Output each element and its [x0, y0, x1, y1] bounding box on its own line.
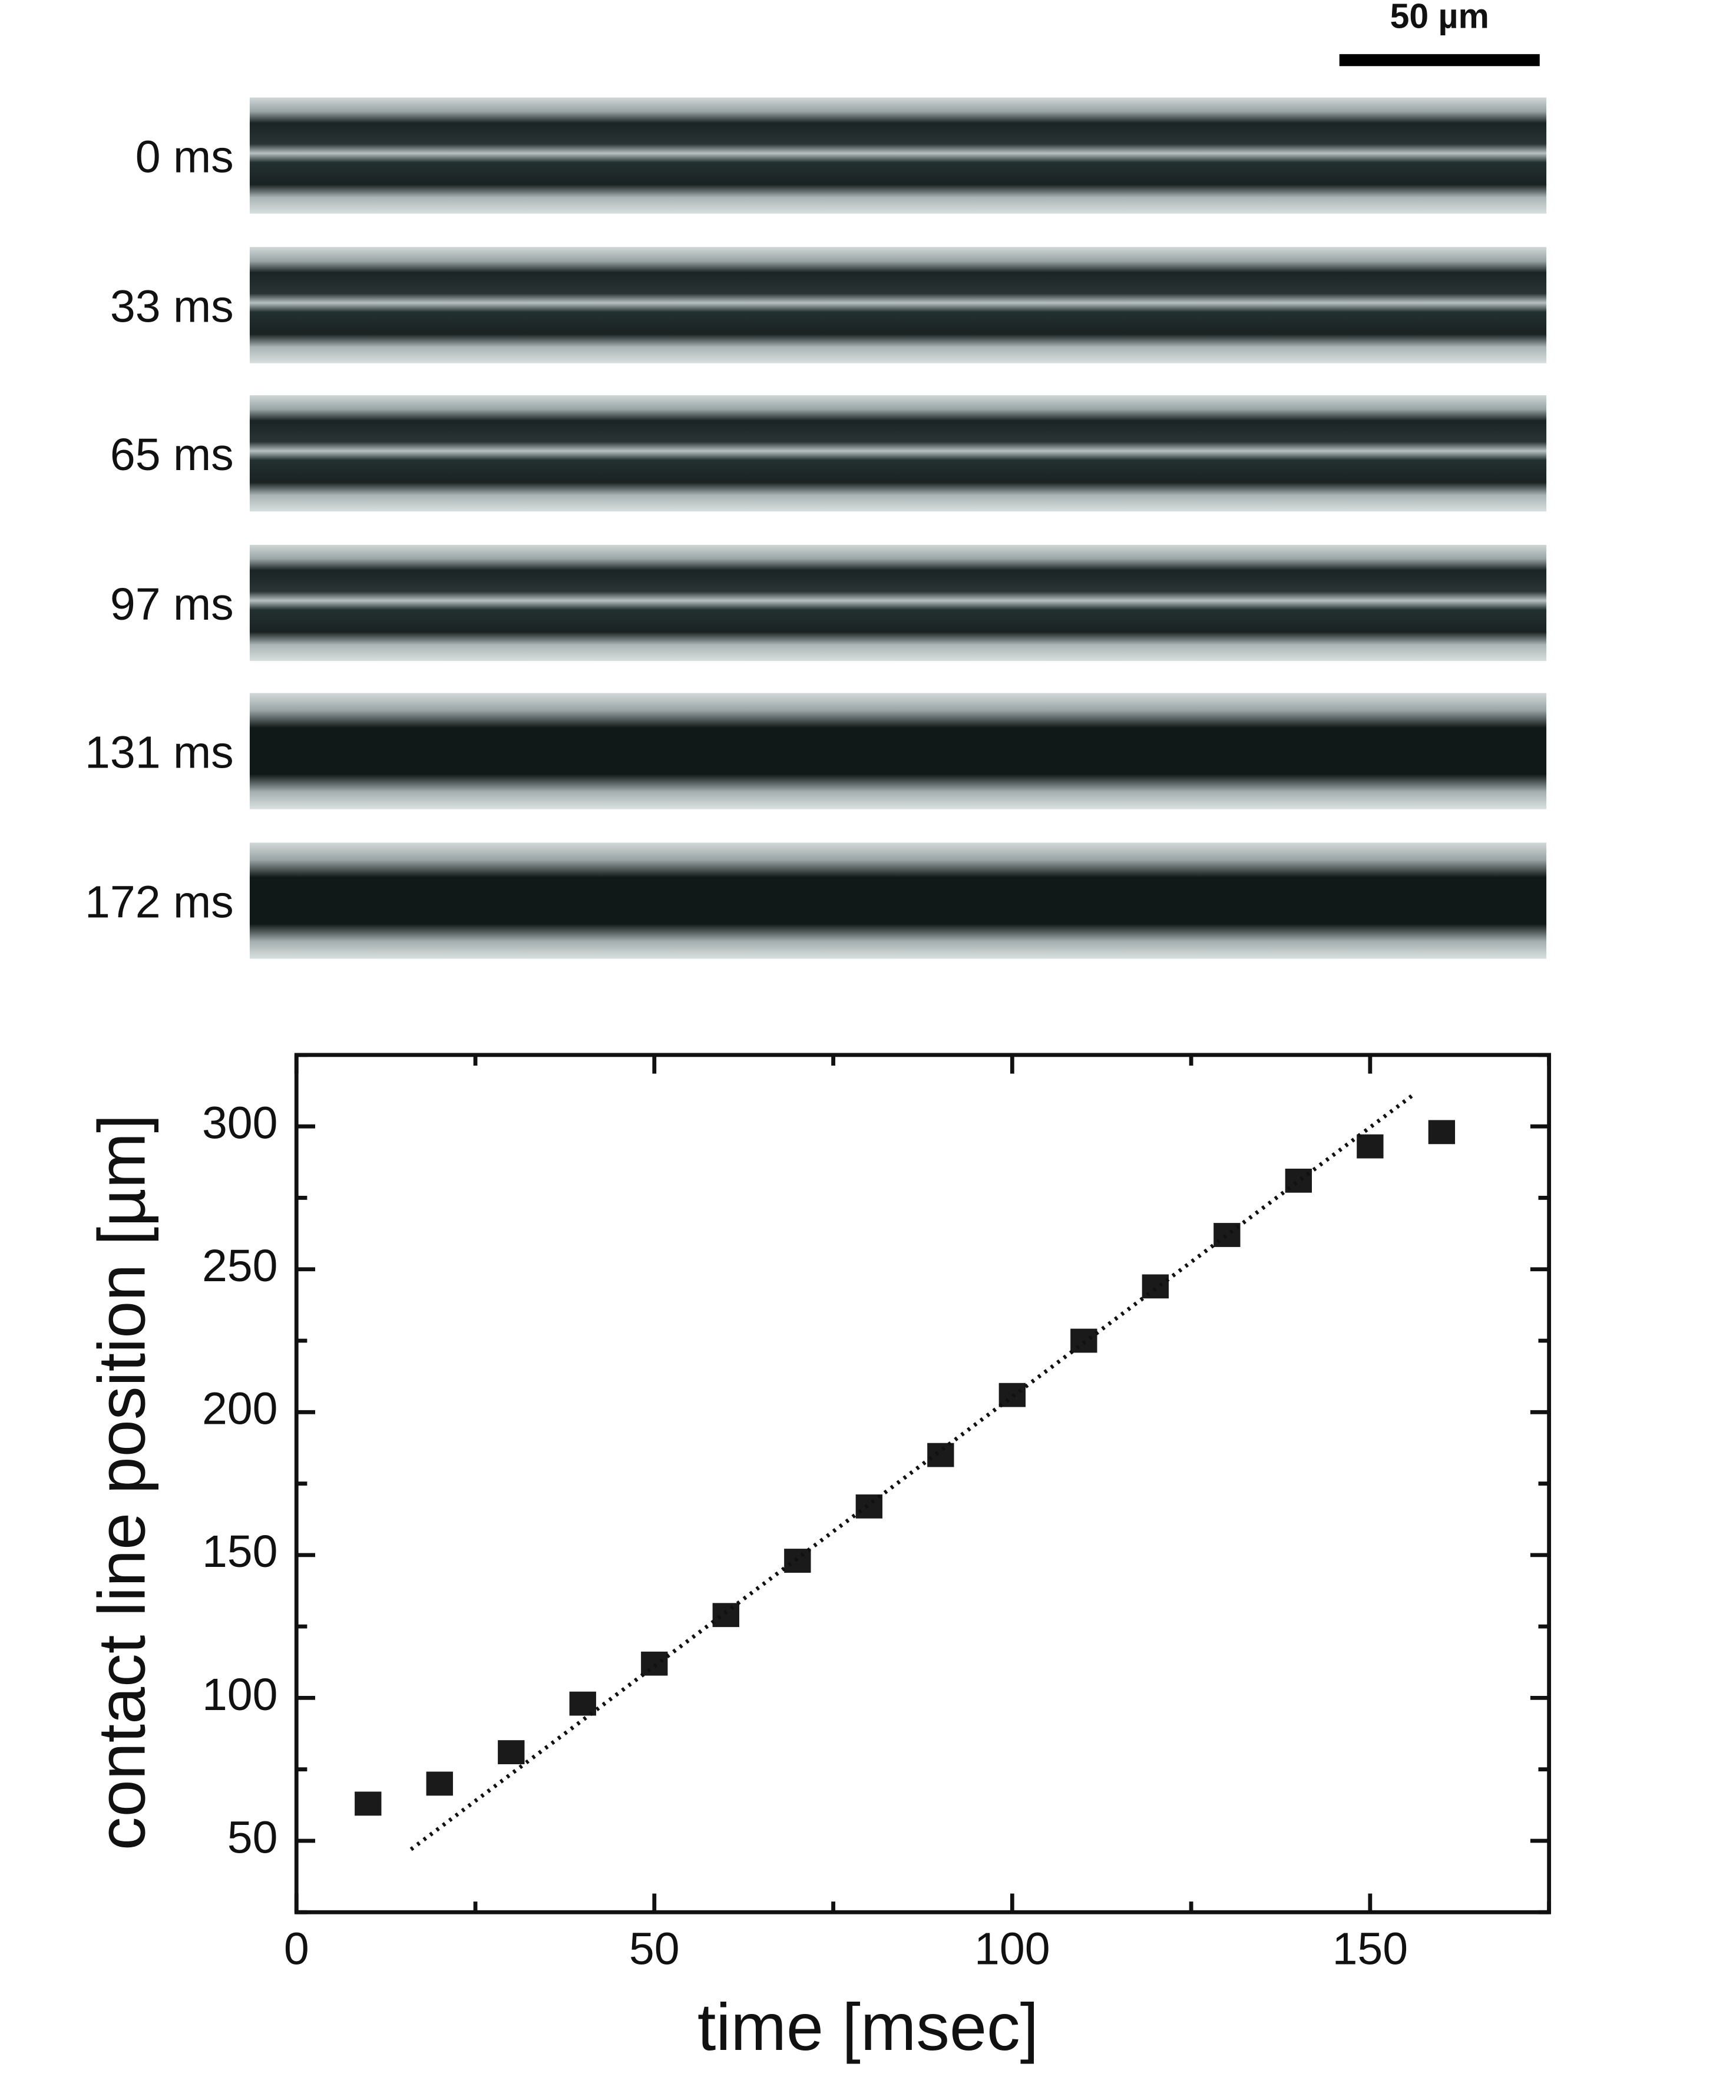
frame-image: [249, 693, 1547, 809]
frame-label: 0 ms: [135, 131, 234, 182]
data-point: [1357, 1134, 1384, 1159]
y-tick-label: 300: [202, 1098, 278, 1149]
frame-image: [249, 97, 1547, 214]
frame-label: 172 ms: [85, 877, 234, 927]
plot-frame: [294, 1053, 1552, 1914]
frame-label: 33 ms: [110, 281, 234, 332]
data-point: [641, 1651, 668, 1676]
data-point: [1213, 1223, 1241, 1247]
data-point: [1142, 1274, 1169, 1299]
x-tick-label: 100: [974, 1924, 1050, 1975]
data-point: [498, 1740, 525, 1764]
frame-image: [249, 842, 1547, 959]
data-point: [1428, 1120, 1456, 1145]
data-point: [355, 1791, 382, 1816]
frame-image: [249, 544, 1547, 662]
data-point: [569, 1691, 596, 1716]
frame-label: 97 ms: [110, 579, 234, 630]
data-point: [927, 1443, 954, 1467]
frame-image: [249, 395, 1547, 512]
frame-image: [249, 247, 1547, 363]
y-tick-label: 100: [202, 1669, 278, 1720]
frame-label: 131 ms: [85, 727, 234, 778]
data-point: [712, 1603, 739, 1628]
x-tick-label: 150: [1332, 1924, 1408, 1975]
y-tick-label: 50: [227, 1812, 278, 1863]
x-axis-label: time [msec]: [697, 1990, 1039, 2065]
frame-label: 65 ms: [110, 429, 234, 480]
y-tick-label: 200: [202, 1384, 278, 1434]
y-tick-label: 250: [202, 1241, 278, 1291]
x-tick-label: 0: [284, 1924, 309, 1975]
data-point: [855, 1494, 882, 1519]
scale-bar-label: 50 µm: [1390, 0, 1489, 35]
data-point: [426, 1771, 453, 1796]
y-axis-label: contact line position [µm]: [84, 1115, 159, 1851]
x-tick-label: 50: [629, 1924, 680, 1975]
y-tick-label: 150: [202, 1526, 278, 1577]
fit-line: [409, 1093, 1414, 1851]
